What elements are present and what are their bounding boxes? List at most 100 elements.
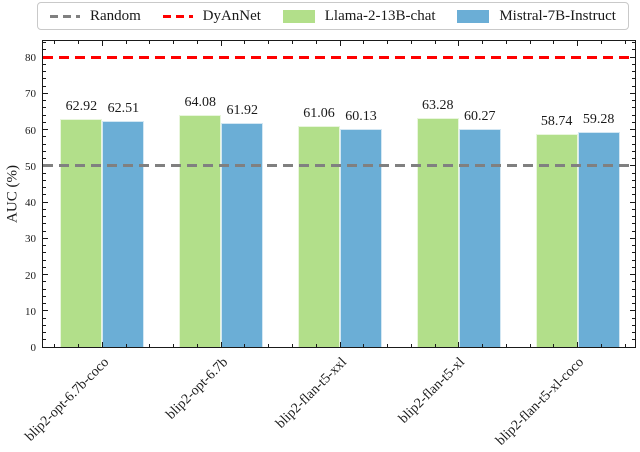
color-patch-icon	[282, 9, 315, 23]
y-minor-tick	[43, 150, 46, 152]
x-minor-tick	[363, 344, 365, 347]
y-minor-tick	[43, 324, 46, 326]
bar-llama-2-13b-chat	[298, 125, 340, 347]
y-tick-label: 60	[25, 124, 36, 137]
y-minor-tick	[43, 339, 46, 341]
x-minor-tick	[125, 41, 127, 44]
x-minor-tick	[410, 344, 412, 347]
x-axis-category-label: blip2-opt-6.7b	[163, 355, 231, 423]
bar-value-label: 62.92	[65, 99, 98, 115]
y-minor-tick	[43, 136, 46, 138]
bar-value-label: 60.27	[464, 108, 496, 124]
x-major-tick	[339, 342, 341, 347]
x-minor-tick	[529, 344, 531, 347]
y-minor-tick	[43, 179, 46, 181]
x-major-tick	[220, 41, 222, 46]
bar-group	[298, 125, 382, 347]
legend-label-llama: Llama-2-13B-chat	[324, 7, 436, 24]
y-major-tick	[630, 201, 635, 203]
dashed-line-icon	[50, 14, 80, 18]
y-minor-tick	[632, 107, 635, 109]
x-minor-tick	[624, 41, 626, 44]
y-minor-tick	[43, 49, 46, 51]
x-minor-tick	[410, 41, 412, 44]
y-minor-tick	[632, 114, 635, 116]
bar-group	[179, 114, 264, 347]
bar-mistral-7b-instruct	[340, 129, 382, 347]
y-minor-tick	[43, 295, 46, 297]
legend: Random DyAnNet Llama-2-13B-chat Mistral-…	[37, 2, 629, 30]
y-minor-tick	[43, 114, 46, 116]
y-minor-tick	[632, 49, 635, 51]
x-minor-tick	[54, 344, 56, 347]
legend-label-mistral: Mistral-7B-Instruct	[499, 7, 616, 24]
legend-item-random: Random	[50, 8, 141, 24]
y-minor-tick	[43, 208, 46, 210]
y-minor-tick	[632, 281, 635, 283]
x-major-tick	[577, 41, 579, 46]
x-minor-tick	[553, 344, 555, 347]
bar-value-label: 61.06	[303, 105, 335, 121]
y-minor-tick	[632, 179, 635, 181]
bar-value-label: 64.08	[184, 94, 216, 110]
y-tick-label: 20	[25, 269, 36, 282]
y-minor-tick	[632, 172, 635, 174]
x-minor-tick	[315, 41, 317, 44]
y-minor-tick	[43, 223, 46, 225]
y-minor-tick	[43, 216, 46, 218]
bar-value-label: 62.51	[107, 100, 140, 116]
x-minor-tick	[196, 344, 198, 347]
x-minor-tick	[387, 344, 389, 347]
y-minor-tick	[43, 63, 46, 65]
x-minor-tick	[553, 41, 555, 44]
x-major-tick	[577, 342, 579, 347]
x-minor-tick	[387, 41, 389, 44]
y-major-tick	[43, 274, 48, 276]
y-tick-label: 70	[25, 88, 36, 101]
bar-llama-2-13b-chat	[60, 119, 103, 347]
x-minor-tick	[291, 41, 293, 44]
x-minor-tick	[78, 41, 80, 44]
y-minor-tick	[43, 281, 46, 283]
y-minor-tick	[43, 172, 46, 174]
y-minor-tick	[43, 121, 46, 123]
x-minor-tick	[434, 344, 436, 347]
legend-item-llama: Llama-2-13B-chat	[282, 7, 436, 24]
y-minor-tick	[632, 230, 635, 232]
x-minor-tick	[173, 41, 175, 44]
x-minor-tick	[482, 344, 484, 347]
y-minor-tick	[632, 303, 635, 305]
x-axis-category-label: blip2-opt-6.7b-coco	[22, 355, 112, 445]
y-minor-tick	[632, 158, 635, 160]
bar-llama-2-13b-chat	[535, 134, 578, 347]
bar-group	[416, 117, 501, 347]
x-minor-tick	[624, 344, 626, 347]
y-minor-tick	[632, 143, 635, 145]
reference-line-dyannet	[43, 55, 635, 59]
y-minor-tick	[632, 208, 635, 210]
x-major-tick	[220, 342, 222, 347]
y-major-tick	[630, 92, 635, 94]
x-minor-tick	[54, 41, 56, 44]
legend-item-mistral: Mistral-7B-Instruct	[457, 7, 616, 24]
x-axis-category-label: blip2-flan-t5-xxl	[273, 355, 350, 432]
y-minor-tick	[632, 288, 635, 290]
y-tick-label: 80	[25, 52, 36, 65]
y-major-tick	[43, 92, 48, 94]
y-tick-label: 40	[25, 197, 36, 210]
plot-area: 62.92 62.51 64.08 61.92 61.06 60.13 63.28 60.27…	[42, 40, 636, 348]
x-minor-tick	[268, 344, 270, 347]
y-minor-tick	[632, 187, 635, 189]
y-minor-tick	[43, 288, 46, 290]
y-minor-tick	[632, 85, 635, 87]
y-major-tick	[630, 129, 635, 131]
x-minor-tick	[363, 41, 365, 44]
bar-mistral-7b-instruct	[221, 122, 264, 347]
y-minor-tick	[632, 150, 635, 152]
y-minor-tick	[43, 78, 46, 80]
x-minor-tick	[78, 344, 80, 347]
y-tick-label: 50	[25, 160, 36, 173]
y-minor-tick	[632, 63, 635, 65]
x-major-tick	[458, 41, 460, 46]
